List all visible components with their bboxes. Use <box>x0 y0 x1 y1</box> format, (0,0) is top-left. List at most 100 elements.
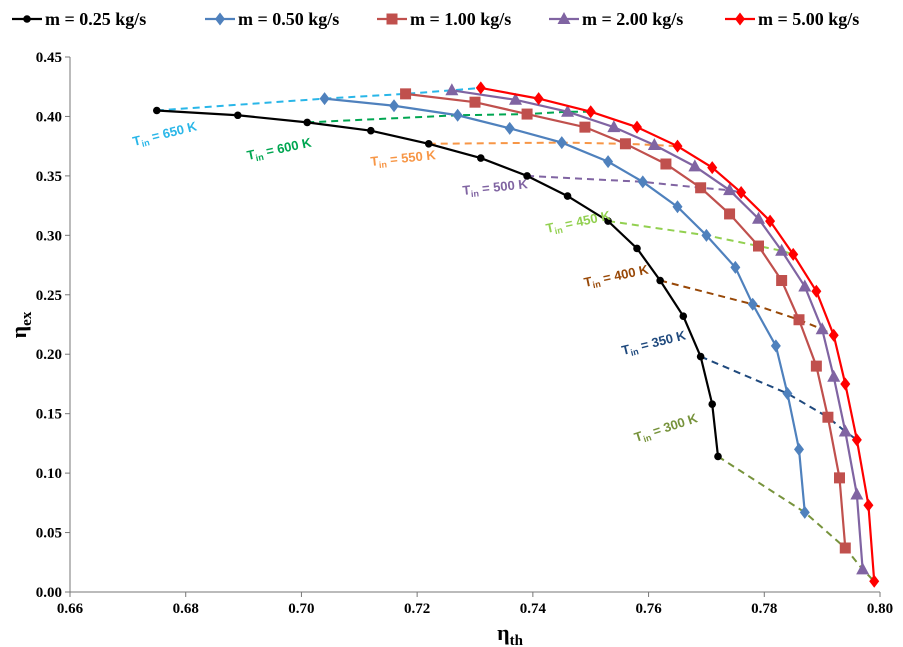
series-3-point-0 <box>445 83 459 96</box>
legend-label-4: m = 5.00 kg/s <box>758 9 859 29</box>
isotherm-lines <box>156 86 875 582</box>
series-4-point-4 <box>672 139 683 153</box>
legend-marker-1 <box>215 12 225 26</box>
isotherm-line-0 <box>156 86 481 112</box>
series-3-point-6 <box>723 183 737 196</box>
series-0-point-13 <box>708 400 717 408</box>
isotherm-line-7 <box>717 455 875 582</box>
series-4-point-3 <box>632 120 642 134</box>
series-3-point-13 <box>850 487 864 500</box>
y-tick-label-5: 0.25 <box>36 288 62 304</box>
series-4-point-13 <box>863 498 874 512</box>
legend-marker-0 <box>23 15 31 23</box>
series-2-point-4 <box>619 138 631 150</box>
series-3-point-2 <box>561 104 575 117</box>
y-tick-label-0: 0.00 <box>36 585 62 601</box>
series-0-point-11 <box>679 312 688 320</box>
series-1-point-14 <box>799 505 810 519</box>
series-3-point-12 <box>838 424 852 437</box>
isotherm-line-2 <box>428 141 678 148</box>
series-2-point-7 <box>724 208 736 220</box>
series-4-point-2 <box>585 105 596 119</box>
isotherm-label-2: Tin = 550 K <box>370 147 437 171</box>
isotherm-label-4: Tin = 450 K <box>545 208 613 238</box>
legend: m = 0.25 kg/s m = 0.50 kg/s m = 1.00 kg/s m… <box>12 9 859 29</box>
series-1-point-7 <box>672 200 683 214</box>
series-2-point-2 <box>521 108 533 120</box>
series-0-point-9 <box>633 244 641 253</box>
isotherm-label-3: Tin = 500 K <box>462 176 529 200</box>
y-tick-label-6: 0.30 <box>36 228 62 244</box>
isotherm-label-1: Tin = 600 K <box>246 135 314 165</box>
series-4-point-7 <box>765 214 776 228</box>
series-2-point-1 <box>469 96 481 108</box>
series-4-point-12 <box>851 433 862 447</box>
legend-label-0: m = 0.25 kg/s <box>45 9 146 29</box>
series-4-point-6 <box>736 186 747 200</box>
x-tick-label-7: 0.80 <box>867 601 893 617</box>
isotherm-line-3 <box>527 174 742 194</box>
isotherm-labels: Tin = 650 K Tin = 600 K Tin = 550 K Tin = 5… <box>131 118 700 447</box>
x-axis-label-sub: th <box>510 633 524 647</box>
series-1-point-4 <box>556 136 567 150</box>
legend-label-1: m = 0.50 kg/s <box>238 9 339 29</box>
series-line-2 <box>405 92 847 549</box>
y-axis-label-main: η <box>6 326 31 339</box>
isotherm-label-5: Tin = 400 K <box>583 262 651 292</box>
x-tick-label-4: 0.74 <box>520 601 547 617</box>
series-2-point-12 <box>822 411 834 423</box>
series-3-point-3 <box>607 120 621 133</box>
series-1-point-13 <box>794 442 804 456</box>
legend-marker-3 <box>557 12 571 24</box>
series-0-point-7 <box>563 192 572 200</box>
series-2-point-0 <box>400 88 412 100</box>
x-axis-label: ηth <box>497 620 523 647</box>
series-3-point-8 <box>775 243 789 256</box>
series-3-point-4 <box>647 137 661 150</box>
x-tick-label-5: 0.76 <box>635 601 662 617</box>
series-1-point-8 <box>701 228 712 242</box>
series-4-point-1 <box>533 92 544 106</box>
series-1-point-9 <box>730 260 741 274</box>
series-0-point-4 <box>424 139 433 148</box>
y-tick-label-2: 0.10 <box>36 466 62 482</box>
series-0-point-10 <box>656 276 664 285</box>
series-1-point-3 <box>504 121 515 135</box>
series-3-point-10 <box>815 322 829 335</box>
legend-label-2: m = 1.00 kg/s <box>410 9 511 29</box>
isotherm-label-0: Tin = 650 K <box>131 118 199 150</box>
series-2-point-6 <box>695 182 707 194</box>
series-0-point-2 <box>303 118 312 127</box>
series-1-point-0 <box>319 92 330 106</box>
series-0-point-14 <box>714 452 722 461</box>
series-0-point-6 <box>523 172 531 180</box>
series-3-point-1 <box>509 92 522 105</box>
series-1-point-10 <box>747 297 758 311</box>
series-4-point-10 <box>828 328 839 342</box>
series-0-point-12 <box>696 352 705 361</box>
series-4-point-5 <box>707 161 718 175</box>
y-tick-label-1: 0.05 <box>36 526 62 542</box>
series-2-point-10 <box>793 314 805 326</box>
y-axis-label: ηex <box>6 311 35 338</box>
series-3-point-14 <box>856 562 870 575</box>
series-4-point-14 <box>869 574 880 588</box>
x-tick-label-6: 0.78 <box>751 601 777 617</box>
series-0-point-8 <box>604 217 612 225</box>
series-1-point-11 <box>770 339 781 353</box>
series-2-point-11 <box>810 360 822 372</box>
axes: 0.66 0.68 0.70 0.72 0.74 0.76 0.78 0.80 0.00 0.05… <box>36 50 893 617</box>
series-0-point-5 <box>476 154 485 162</box>
series-2-point-8 <box>753 240 764 252</box>
isotherm-label-7: Tin = 300 K <box>632 410 700 447</box>
series-0-point-1 <box>233 111 242 120</box>
series-lines <box>152 81 880 588</box>
series-4-point-0 <box>475 81 486 95</box>
x-tick-label-2: 0.70 <box>288 601 314 617</box>
series-4-point-11 <box>840 377 851 391</box>
x-tick-label-3: 0.72 <box>404 601 430 617</box>
y-tick-label-4: 0.20 <box>36 347 62 363</box>
series-1-point-1 <box>389 99 399 113</box>
legend-marker-4 <box>735 12 745 26</box>
